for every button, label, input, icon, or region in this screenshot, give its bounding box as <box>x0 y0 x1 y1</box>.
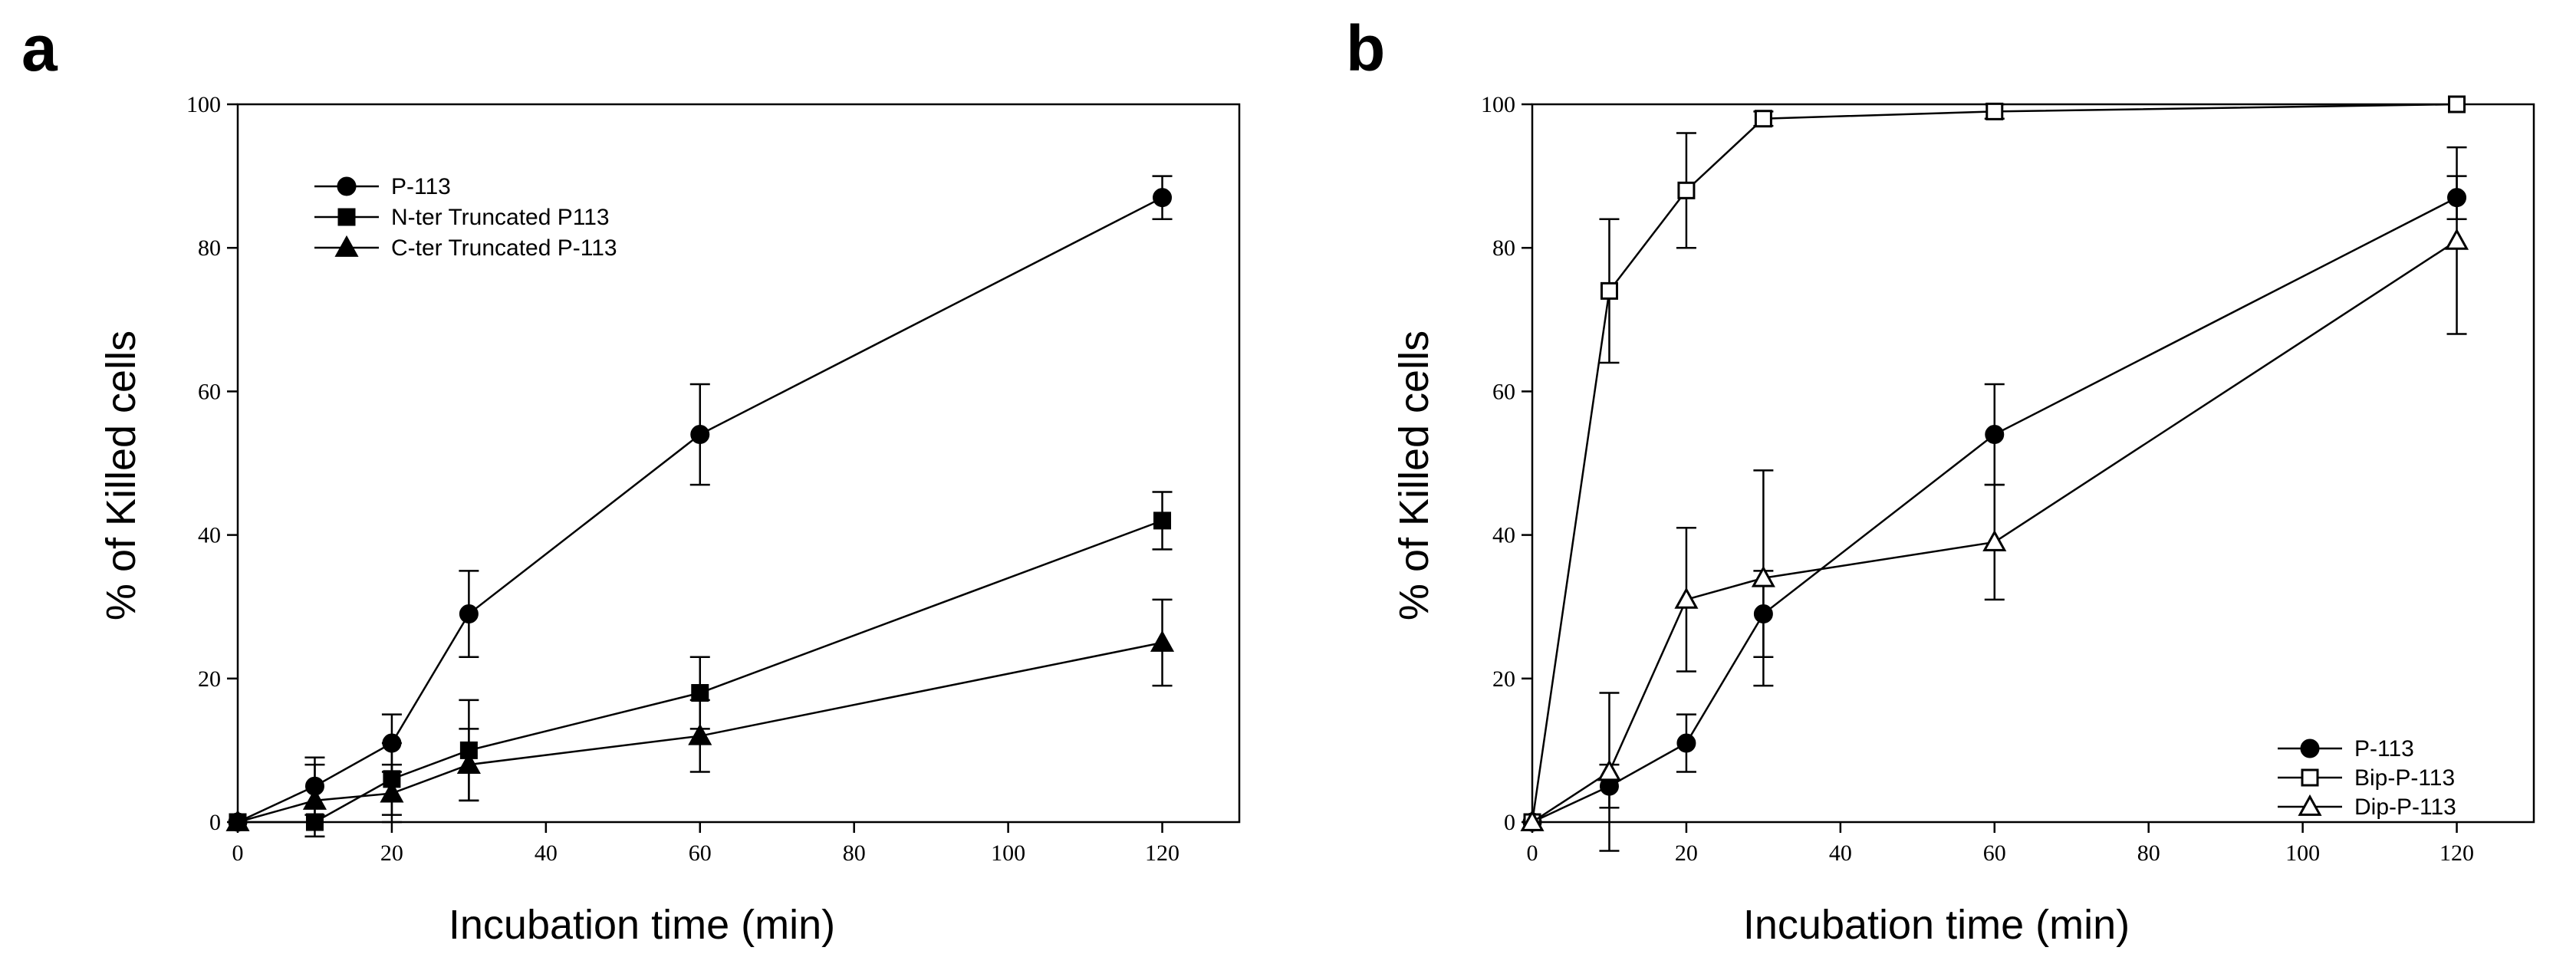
data-point <box>1150 630 1175 652</box>
x-tick-label: 40 <box>535 840 558 866</box>
data-point <box>1600 281 1618 300</box>
data-point <box>1677 181 1696 199</box>
legend-label: P-113 <box>391 174 451 199</box>
y-tick-label: 40 <box>1492 523 1515 548</box>
x-axis-title-a: Incubation time (min) <box>449 902 835 948</box>
panel-letter-a: a <box>21 12 58 84</box>
y-axis-title-a: % of Killed cells <box>98 331 144 620</box>
legend-entry: P-113 <box>2278 736 2414 762</box>
plot-frame <box>236 103 1241 824</box>
data-point <box>1751 565 1775 587</box>
x-axis-title-b: Incubation time (min) <box>1743 902 2130 948</box>
x-tick-label: 80 <box>843 840 866 866</box>
plot-area-b: 0 20 40 60 80 100 120 0 20 40 60 80 100 P-113 Bip-P-11… <box>1481 92 2535 866</box>
series-c-ter-truncated-p-113 <box>225 598 1175 837</box>
x-tick-label: 0 <box>232 840 244 866</box>
x-tick-label: 120 <box>1145 840 1179 866</box>
panel-a: a % of Killed cells Incubation time (min… <box>21 12 1241 948</box>
legend-entry: Dip-P-113 <box>2278 794 2456 820</box>
series-n-ter-truncated-p113 <box>229 491 1173 831</box>
data-point <box>1982 529 2007 551</box>
y-tick-label: 80 <box>1492 235 1515 261</box>
legend-marker <box>2300 739 2320 758</box>
y-tick-label: 100 <box>1481 92 1515 117</box>
y-tick-label: 60 <box>198 379 221 404</box>
data-point <box>1520 809 1545 831</box>
legend-entry: Bip-P-113 <box>2278 765 2455 791</box>
series-line <box>1531 196 2458 824</box>
y-tick-label: 80 <box>198 235 221 261</box>
data-point <box>1676 733 1696 753</box>
x-tick-label: 60 <box>1983 840 2006 866</box>
data-point <box>690 425 710 445</box>
data-point <box>456 752 481 775</box>
series-line <box>238 519 1163 824</box>
x-tick-label: 100 <box>991 840 1025 866</box>
data-point <box>1153 512 1172 530</box>
legend-label: Bip-P-113 <box>2354 765 2455 791</box>
x-tick-label: 40 <box>1829 840 1852 866</box>
data-point <box>1754 110 1772 128</box>
y-tick-label: 0 <box>209 810 221 835</box>
data-point <box>225 809 250 831</box>
y-tick-label: 20 <box>1492 666 1515 692</box>
plot-area-a: 0 20 40 60 80 100 120 0 20 40 60 80 100 P-113 N-ter Tr… <box>186 92 1241 866</box>
data-point <box>1674 587 1699 609</box>
y-tick-label: 100 <box>186 92 221 117</box>
series-line <box>237 196 1163 824</box>
series-line <box>237 641 1163 824</box>
panel-letter-b: b <box>1346 12 1385 84</box>
plot-frame <box>1531 103 2535 824</box>
legend-marker <box>337 208 356 226</box>
legend-marker <box>2298 794 2322 816</box>
y-tick-label: 20 <box>198 666 221 692</box>
series-bip-p-113 <box>1523 95 2466 831</box>
data-point <box>459 604 479 624</box>
data-point <box>1985 425 2005 445</box>
legend-label: C-ter Truncated P-113 <box>391 235 617 261</box>
data-point <box>1985 102 2004 120</box>
data-point <box>1153 188 1173 208</box>
legend-marker <box>2301 768 2319 787</box>
legend-label: N-ter Truncated P113 <box>391 205 610 230</box>
data-point <box>2448 95 2466 113</box>
data-point <box>380 781 404 803</box>
x-tick-label: 20 <box>380 840 403 866</box>
y-tick-label: 0 <box>1504 810 1515 835</box>
legend-label: Dip-P-113 <box>2354 794 2456 820</box>
y-tick-label: 40 <box>198 523 221 548</box>
legend-label: P-113 <box>2354 736 2414 762</box>
legend-entry: C-ter Truncated P-113 <box>314 235 617 261</box>
legend-entry: N-ter Truncated P113 <box>314 205 610 230</box>
x-tick-label: 0 <box>1527 840 1538 866</box>
data-point <box>691 684 709 702</box>
x-tick-label: 80 <box>2137 840 2160 866</box>
x-tick-label: 60 <box>689 840 712 866</box>
data-point <box>688 723 712 745</box>
y-axis-title-b: % of Killed cells <box>1391 331 1437 620</box>
series-line <box>1531 239 2458 824</box>
x-tick-label: 20 <box>1675 840 1698 866</box>
series-line <box>1531 103 2457 823</box>
legend-entry: P-113 <box>314 174 451 199</box>
y-tick-label: 60 <box>1492 379 1515 404</box>
data-point <box>302 788 327 810</box>
series-dip-p-113 <box>1520 146 2469 852</box>
x-tick-label: 120 <box>2439 840 2474 866</box>
legend-marker <box>334 235 359 257</box>
data-point <box>1597 759 1622 781</box>
panel-b: b % of Killed cells Incubation time (min… <box>1346 12 2535 948</box>
legend-marker <box>337 176 357 196</box>
x-tick-label: 100 <box>2285 840 2320 866</box>
data-point <box>2444 228 2469 250</box>
